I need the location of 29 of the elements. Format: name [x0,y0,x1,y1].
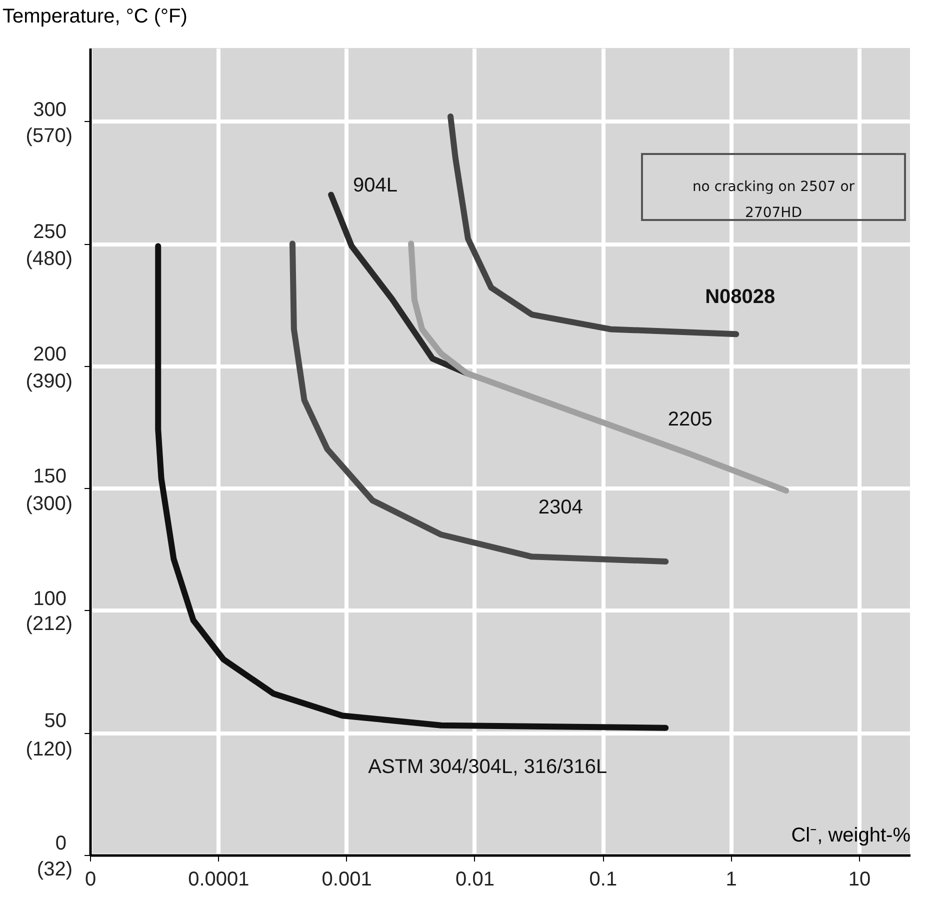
x-tick-label: 1 [726,868,737,890]
x-tick-label: 0.1 [589,868,618,890]
y-tick-label: 250 [33,221,66,244]
x-axis-title: Cl⁻, weight-% [791,824,911,846]
series-label: 2205 [668,408,712,431]
series-label: 2304 [538,496,583,519]
annotation: no cracking on 2507 or 2707HD [692,179,855,221]
y-tick-label: 300 [33,98,66,121]
x-tick-label: 0.01 [456,868,494,890]
series-label: ASTM 304/304L, 316/316L [368,756,608,778]
y-tick-label: 50 [44,710,66,732]
x-tick-label: 0.0001 [188,868,250,890]
x-tick-label: 0.001 [322,868,372,890]
y2-tick-label: (570) [26,125,72,148]
x-tick-label: 0 [84,868,96,890]
y2-tick-label: (480) [26,248,72,270]
y-tick-label: 150 [33,466,66,488]
y2-tick-label: (120) [26,738,72,761]
series-label: 904L [353,174,398,197]
y2-tick-label: (390) [26,370,72,392]
x-tick-label: 10 [848,868,871,890]
y2-tick-label: (32) [36,858,72,880]
y2-tick-label: (300) [26,493,72,516]
y-axis-title: Temperature, °C (°F) [2,6,188,28]
series-label: N08028 [705,286,776,308]
y-tick-label: 100 [33,588,66,610]
y-tick-label: 200 [33,343,66,366]
y-tick-label: 0 [55,832,66,854]
y2-tick-label: (212) [26,613,72,636]
